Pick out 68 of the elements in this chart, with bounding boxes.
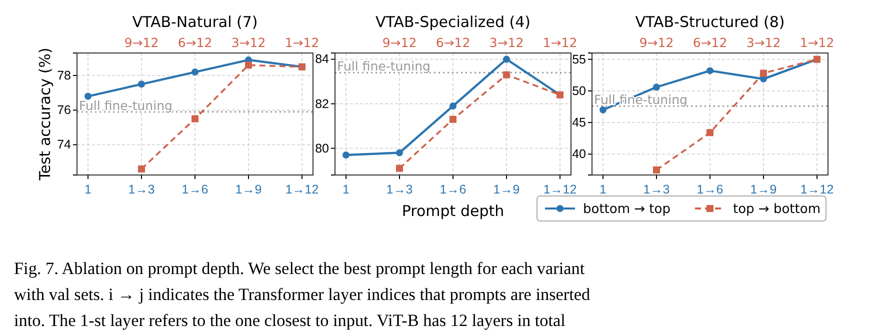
point xyxy=(450,102,456,110)
y-tick-label: 45 xyxy=(572,116,586,130)
point xyxy=(653,166,660,174)
x-axis-title: Prompt depth xyxy=(402,202,504,220)
x-tick-label: 1 xyxy=(600,182,607,196)
point xyxy=(84,92,92,100)
x-tick-label: 1→9 xyxy=(493,182,520,196)
y-tick-label: 84 xyxy=(315,52,330,66)
x-tick-label: 1→12 xyxy=(800,182,834,196)
y-axis-title: Test accuracy (%) xyxy=(36,48,54,182)
text: 3→12 xyxy=(489,35,524,50)
x-tick-label: 1→6 xyxy=(440,182,466,196)
text: 9→12 xyxy=(124,35,159,50)
point xyxy=(600,106,606,114)
x-tick-label: 1→6 xyxy=(696,182,724,196)
legend-label: bottom → top xyxy=(583,202,670,217)
chart-title: VTAB-Natural (7) xyxy=(132,13,258,31)
point xyxy=(503,71,510,78)
point xyxy=(138,80,145,88)
text: with val sets. i → j indicates the Transformer layer indices that prompts are inserted xyxy=(14,285,591,304)
text: 3→12 xyxy=(231,35,266,50)
point xyxy=(503,56,510,63)
text: 6→12 xyxy=(436,35,470,50)
y-tick-label: 40 xyxy=(572,147,586,162)
y-tick-label: 78 xyxy=(57,68,72,82)
x-tick-label: 1→12 xyxy=(543,182,577,196)
y-tick-label: 50 xyxy=(572,84,586,98)
point xyxy=(653,84,660,91)
point xyxy=(138,165,145,172)
y-tick-label: 82 xyxy=(315,96,330,111)
y-tick-label: 55 xyxy=(572,52,586,66)
point xyxy=(245,62,252,69)
text: 1→12 xyxy=(284,35,320,50)
ref-line-label: Full fine-tuning xyxy=(337,58,430,74)
caption: Fig. 7. Ablation on prompt depth. We select the best prompt length for each variant xyxy=(14,259,585,278)
text: 1→12 xyxy=(800,35,834,50)
y-tick-label: 76 xyxy=(57,103,72,118)
x-tick-label: 1→3 xyxy=(128,182,155,196)
x-tick-label: 1→3 xyxy=(643,182,670,196)
text: 3→12 xyxy=(746,35,781,50)
point xyxy=(396,149,403,156)
y-tick-label: 80 xyxy=(315,141,330,156)
x-tick-label: 1 xyxy=(342,182,350,196)
point xyxy=(342,151,350,158)
text: into. The 1-st layer refers to the one closest to input. ViT-B has 12 layers in total xyxy=(14,311,566,330)
point xyxy=(706,129,714,136)
x-tick-label: 1→3 xyxy=(386,182,413,196)
point xyxy=(760,70,767,77)
text: 9→12 xyxy=(382,35,417,50)
text: 6→12 xyxy=(692,35,728,50)
x-tick-label: 1→9 xyxy=(750,182,777,196)
chart-title: VTAB-Specialized (4) xyxy=(375,13,531,31)
y-tick-label: 74 xyxy=(57,138,72,152)
x-tick-label: 1→12 xyxy=(285,182,319,196)
point xyxy=(396,164,403,172)
point xyxy=(706,67,714,74)
text: 9→12 xyxy=(639,35,674,50)
legend-label: top → bottom xyxy=(733,202,820,217)
text: 6→12 xyxy=(178,35,212,50)
x-tick-label: 1→6 xyxy=(182,182,208,196)
point xyxy=(450,116,456,123)
point xyxy=(192,115,198,122)
x-tick-label: 1 xyxy=(84,182,92,196)
point xyxy=(192,68,198,76)
x-tick-label: 1→9 xyxy=(235,182,262,196)
ref-line-label: Full fine-tuning xyxy=(79,98,172,113)
chart-title: VTAB-Structured (8) xyxy=(635,13,785,31)
text: 1→12 xyxy=(542,35,578,50)
